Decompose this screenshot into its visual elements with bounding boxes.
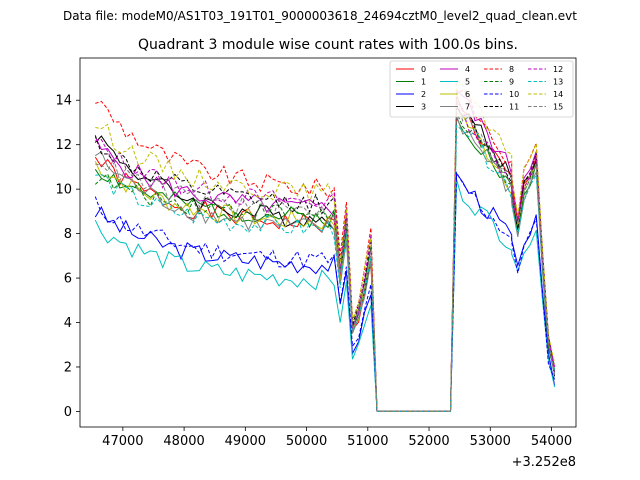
legend-label-10: 10 (509, 90, 519, 99)
series-lines (94, 80, 556, 412)
legend-label-3: 3 (421, 103, 426, 112)
y-tick-label: 2 (64, 360, 72, 375)
legend-label-12: 12 (553, 65, 563, 74)
x-tick-label: 54000 (531, 434, 572, 449)
legend-label-9: 9 (509, 78, 514, 87)
x-tick-label: 53000 (470, 434, 511, 449)
series-line-7 (95, 115, 556, 412)
x-tick-label: 51000 (347, 434, 388, 449)
legend-label-11: 11 (509, 103, 519, 112)
legend-label-1: 1 (421, 78, 426, 87)
legend-label-0: 0 (421, 65, 426, 74)
y-tick-label: 6 (64, 272, 72, 287)
x-tick-label: 49000 (225, 434, 266, 449)
legend-label-14: 14 (553, 90, 563, 99)
y-tick-label: 4 (64, 316, 72, 331)
legend-label-13: 13 (553, 78, 563, 87)
series-line-6 (94, 112, 556, 412)
plot-area (79, 57, 577, 428)
x-tick-label: 50000 (286, 434, 327, 449)
chart-suptitle: Data file: modeM0/AS1T03_191T01_90000036… (63, 9, 577, 23)
series-line-5 (94, 179, 556, 412)
series-line-8 (95, 90, 556, 412)
x-tick-label: 47000 (102, 434, 143, 449)
legend-label-15: 15 (553, 103, 563, 112)
series-line-11 (94, 104, 556, 412)
series-line-12 (95, 99, 556, 412)
y-tick-label: 10 (55, 183, 72, 198)
series-line-15 (95, 99, 556, 412)
chart-title: Quadrant 3 module wise count rates with … (138, 37, 518, 53)
y-tick-label: 0 (64, 405, 72, 420)
y-tick-label: 14 (55, 94, 72, 109)
y-axis-ticks: 0 2 4 6 8 10 12 14 (55, 94, 80, 420)
series-line-13 (95, 124, 556, 412)
legend-frame (389, 60, 574, 118)
legend-label-7: 7 (465, 103, 470, 112)
x-tick-label: 48000 (163, 434, 204, 449)
y-tick-label: 8 (64, 227, 72, 242)
x-axis-offset-label: +3.252e8 (512, 455, 576, 470)
legend-label-5: 5 (465, 78, 470, 87)
legend-label-8: 8 (509, 65, 514, 74)
y-tick-label: 12 (55, 138, 72, 153)
legend-label-4: 4 (465, 65, 470, 74)
series-line-2 (94, 172, 556, 412)
series-line-10 (94, 171, 556, 412)
legend-label-2: 2 (421, 90, 426, 99)
x-axis-ticks: 47000 48000 49000 50000 51000 52000 53000 54000 (102, 427, 572, 449)
x-tick-label: 52000 (408, 434, 449, 449)
axes-frame (79, 57, 577, 428)
legend-label-6: 6 (465, 90, 470, 99)
